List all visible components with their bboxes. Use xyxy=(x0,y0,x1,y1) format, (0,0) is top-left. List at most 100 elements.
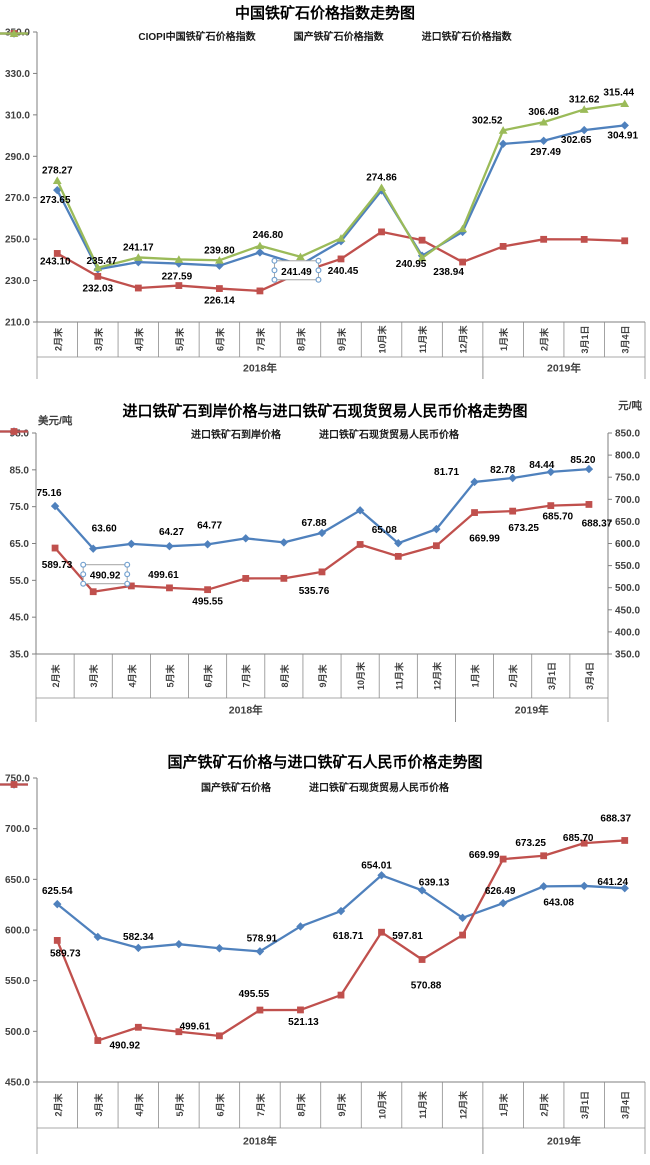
legend-item: 国产铁矿石价格 xyxy=(0,779,271,794)
svg-text:3月1日: 3月1日 xyxy=(547,662,557,690)
svg-text:535.76: 535.76 xyxy=(299,586,330,597)
svg-text:63.60: 63.60 xyxy=(92,524,117,535)
svg-text:55.0: 55.0 xyxy=(10,576,30,587)
svg-text:3月末: 3月末 xyxy=(93,1093,104,1117)
svg-text:227.59: 227.59 xyxy=(162,272,193,283)
svg-text:589.73: 589.73 xyxy=(50,948,81,959)
data-labels: 75.16 63.60 64.27 64.77 67.88 65.08 81.71 82.78… xyxy=(37,455,613,608)
svg-text:330.0: 330.0 xyxy=(5,69,30,80)
svg-text:673.25: 673.25 xyxy=(508,523,539,534)
legend-label: 进口铁矿石现货贸易人民币价格 xyxy=(309,783,449,794)
svg-text:673.25: 673.25 xyxy=(515,838,546,849)
svg-text:3月4日: 3月4日 xyxy=(621,325,631,353)
svg-text:元/吨: 元/吨 xyxy=(618,399,642,412)
svg-text:2月末: 2月末 xyxy=(52,327,63,351)
svg-text:5月末: 5月末 xyxy=(164,664,175,688)
svg-text:82.78: 82.78 xyxy=(490,465,515,476)
svg-text:550.0: 550.0 xyxy=(5,976,30,987)
svg-text:3月1日: 3月1日 xyxy=(580,1091,590,1119)
legend-label: 国产铁矿石价格 xyxy=(201,783,271,794)
svg-text:246.80: 246.80 xyxy=(253,230,284,241)
svg-text:550.0: 550.0 xyxy=(615,561,640,572)
svg-text:304.91: 304.91 xyxy=(607,130,638,141)
selected-data-label[interactable]: 241.49 xyxy=(271,257,322,283)
chart-title: 进口铁矿石到岸价格与进口铁矿石现货贸易人民币价格走势图 xyxy=(122,403,528,420)
svg-text:235.47: 235.47 xyxy=(87,256,118,267)
svg-text:1月末: 1月末 xyxy=(498,1093,509,1117)
svg-text:490.92: 490.92 xyxy=(90,571,121,582)
svg-text:230.0: 230.0 xyxy=(5,276,30,287)
svg-text:639.13: 639.13 xyxy=(419,877,450,888)
domestic-import-chart-canvas: 750.0 700.0 650.0 600.0 550.0 500.0 450.0 2月末 3月… xyxy=(5,774,646,1154)
svg-text:302.65: 302.65 xyxy=(561,135,592,146)
chart-legend: 进口铁矿石到岸价格 进口铁矿石现货贸易人民币价格 xyxy=(0,426,650,441)
legend-label: 进口铁矿石到岸价格 xyxy=(191,430,281,441)
svg-text:650.0: 650.0 xyxy=(5,875,30,886)
svg-text:600.0: 600.0 xyxy=(615,539,640,550)
svg-text:美元/吨: 美元/吨 xyxy=(38,414,73,427)
svg-text:65.0: 65.0 xyxy=(10,539,30,550)
svg-text:1月末: 1月末 xyxy=(498,327,509,351)
svg-text:3月4日: 3月4日 xyxy=(585,662,595,690)
svg-text:238.94: 238.94 xyxy=(433,267,464,278)
svg-text:626.49: 626.49 xyxy=(485,886,516,897)
svg-text:641.24: 641.24 xyxy=(597,877,628,888)
svg-text:800.0: 800.0 xyxy=(615,451,640,462)
svg-text:65.08: 65.08 xyxy=(372,525,397,536)
selected-data-label[interactable]: 490.92 xyxy=(80,561,131,587)
svg-text:2月末: 2月末 xyxy=(508,664,519,688)
svg-text:273.65: 273.65 xyxy=(40,195,71,206)
y-axis: 750.0 700.0 650.0 600.0 550.0 500.0 450.0 xyxy=(5,774,38,1089)
series-line-1 xyxy=(53,837,629,1044)
svg-text:499.61: 499.61 xyxy=(148,570,179,581)
svg-text:350.0: 350.0 xyxy=(615,650,640,661)
svg-text:210.0: 210.0 xyxy=(5,318,30,329)
square-legend-marker-icon xyxy=(0,428,28,435)
svg-text:315.44: 315.44 xyxy=(603,88,634,99)
svg-text:2019年: 2019年 xyxy=(547,1135,581,1148)
svg-text:3月4日: 3月4日 xyxy=(621,1091,631,1119)
svg-text:643.08: 643.08 xyxy=(543,897,574,908)
legend-item: CIOPI中国铁矿石价格指数 xyxy=(0,28,256,43)
svg-text:4月末: 4月末 xyxy=(126,664,137,688)
series-line-0 xyxy=(50,464,594,553)
x-axis-table: 2月末 3月末 4月末 5月末 6月末 7月末 8月末 9月末 10月末 11月末 12月末 1月末 2… xyxy=(35,653,609,722)
svg-text:274.86: 274.86 xyxy=(366,173,397,184)
series-line-1 xyxy=(51,501,593,596)
svg-text:9月末: 9月末 xyxy=(336,1093,347,1117)
svg-text:10月末: 10月末 xyxy=(377,1090,388,1119)
legend-item: 进口铁矿石现货贸易人民币价格 xyxy=(0,426,459,441)
legend-item: 进口铁矿石价格指数 xyxy=(0,28,512,43)
legend-label: CIOPI中国铁矿石价格指数 xyxy=(138,32,256,43)
x-axis-table: 2月末 3月末 4月末 5月末 6月末 7月末 8月末 9月末 10月末 11月末 12月末 1月末 2… xyxy=(36,321,646,379)
svg-text:240.45: 240.45 xyxy=(328,266,359,277)
svg-text:310.0: 310.0 xyxy=(5,110,30,121)
svg-text:570.88: 570.88 xyxy=(411,981,442,992)
svg-text:582.34: 582.34 xyxy=(123,932,154,943)
svg-text:654.01: 654.01 xyxy=(361,860,392,871)
svg-text:2018年: 2018年 xyxy=(229,704,263,717)
series-line-2 xyxy=(52,99,630,272)
svg-text:270.0: 270.0 xyxy=(5,193,30,204)
svg-text:521.13: 521.13 xyxy=(288,1017,319,1028)
svg-text:450.0: 450.0 xyxy=(615,605,640,616)
svg-text:278.27: 278.27 xyxy=(42,166,73,177)
svg-text:495.55: 495.55 xyxy=(239,989,270,1000)
svg-text:3月末: 3月末 xyxy=(88,664,99,688)
svg-text:6月末: 6月末 xyxy=(214,327,225,351)
svg-text:625.54: 625.54 xyxy=(42,886,73,897)
svg-text:450.0: 450.0 xyxy=(5,1078,30,1089)
svg-text:11月末: 11月末 xyxy=(393,661,404,690)
svg-text:239.80: 239.80 xyxy=(204,245,235,256)
svg-text:688.37: 688.37 xyxy=(600,813,631,824)
square-legend-marker-icon xyxy=(0,781,28,788)
svg-text:6月末: 6月末 xyxy=(203,664,214,688)
svg-text:64.77: 64.77 xyxy=(197,520,222,531)
svg-text:700.0: 700.0 xyxy=(5,824,30,835)
svg-text:11月末: 11月末 xyxy=(417,1090,428,1119)
chart-title: 中国铁矿石价格指数走势图 xyxy=(234,5,415,22)
svg-text:35.0: 35.0 xyxy=(10,650,30,661)
chart-legend: 国产铁矿石价格 进口铁矿石现货贸易人民币价格 xyxy=(0,779,650,794)
svg-text:850.0: 850.0 xyxy=(615,429,640,440)
